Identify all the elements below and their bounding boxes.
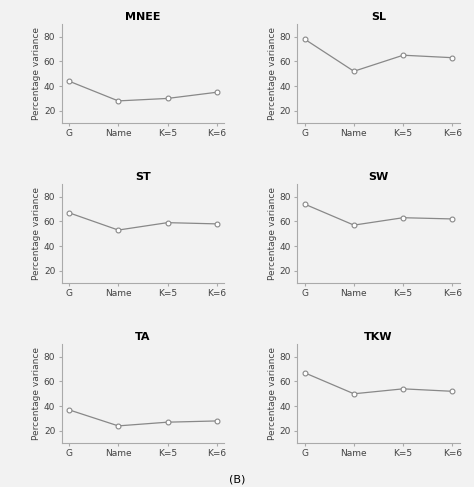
Title: TA: TA — [135, 332, 151, 342]
Title: MNEE: MNEE — [125, 12, 161, 22]
Y-axis label: Percentage variance: Percentage variance — [32, 27, 41, 120]
Title: TKW: TKW — [365, 332, 393, 342]
Title: SL: SL — [371, 12, 386, 22]
Y-axis label: Percentage variance: Percentage variance — [268, 347, 277, 440]
Title: ST: ST — [135, 172, 151, 182]
Y-axis label: Percentage variance: Percentage variance — [268, 187, 277, 280]
Y-axis label: Percentage variance: Percentage variance — [32, 347, 41, 440]
Title: SW: SW — [368, 172, 389, 182]
Text: (B): (B) — [229, 474, 245, 485]
Y-axis label: Percentage variance: Percentage variance — [268, 27, 277, 120]
Y-axis label: Percentage variance: Percentage variance — [32, 187, 41, 280]
